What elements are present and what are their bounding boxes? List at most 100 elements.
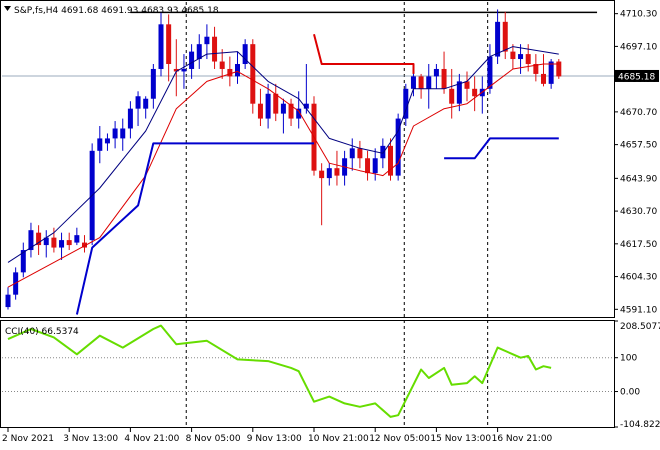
session-separators	[185, 2, 489, 427]
candle-body	[235, 64, 240, 77]
symbol-header: S&P,fs,H4 4691.68 4691.93 4683.93 4685.1…	[14, 6, 219, 16]
candle-body	[28, 230, 34, 251]
time-tick-label: 8 Nov 05:00	[186, 434, 241, 444]
candle-body	[456, 81, 462, 104]
candle-body	[533, 64, 539, 74]
candle-body	[487, 56, 493, 89]
resistance-step-line	[313, 33, 415, 74]
candle-body	[273, 93, 279, 114]
slow-moving-average-line	[7, 63, 559, 288]
candle-body	[418, 76, 424, 89]
candle-body	[380, 145, 386, 159]
time-axis: 2 Nov 2021 3 Nov 13:00 4 Nov 21:00 8 Nov 05…	[2, 428, 553, 444]
cci-line	[7, 324, 552, 418]
candle-body	[158, 24, 164, 69]
candle-body	[227, 68, 233, 77]
moving-averages	[7, 46, 559, 288]
cci-axis: 208.5077 100 0.00 -104.8226	[614, 320, 660, 430]
price-tick-label: 4591.10	[620, 305, 657, 315]
current-price-tag	[615, 69, 659, 82]
support-step-line-0	[75, 142, 314, 315]
candle-body	[510, 51, 516, 60]
candle-body	[51, 237, 57, 248]
candle-body	[365, 158, 371, 174]
time-tick-label: 9 Nov 13:00	[247, 434, 302, 444]
step-lines	[75, 33, 559, 315]
candle-body	[82, 242, 87, 248]
candle-body	[43, 237, 49, 246]
candle-body	[303, 103, 309, 109]
cci-tick-label: -104.8226	[620, 420, 660, 430]
candle-body	[219, 61, 225, 69]
candle-body	[349, 148, 355, 159]
candle-body	[36, 232, 42, 246]
candle-body	[502, 21, 508, 52]
candle-body	[265, 93, 271, 119]
candle-body	[204, 36, 210, 45]
triangle-down-icon[interactable]	[4, 6, 11, 11]
cci-tick-label: 208.5077	[620, 322, 660, 332]
time-tick-label: 16 Nov 21:00	[492, 434, 553, 444]
price-tick-label: 4630.70	[620, 207, 657, 217]
candle-body	[464, 81, 470, 89]
candle-body	[334, 168, 340, 176]
candle-body	[525, 54, 531, 65]
candle-body	[196, 44, 202, 60]
candle-body	[280, 103, 286, 114]
time-tick-label: 4 Nov 21:00	[124, 434, 179, 444]
candle-body	[135, 96, 141, 109]
candle-body	[433, 68, 439, 77]
candle-body	[441, 68, 447, 89]
time-tick-label: 2 Nov 2021	[2, 434, 54, 444]
candle-body	[97, 138, 103, 151]
candle-body	[472, 88, 478, 97]
current-price-label: 4685.18	[618, 72, 655, 82]
candle-body	[548, 61, 554, 84]
price-axis: 4710.304697.104683.904670.704657.504643.…	[614, 10, 659, 315]
candle-body	[74, 235, 80, 243]
support-step-line-1	[444, 137, 559, 160]
candle-body	[242, 44, 248, 65]
candle-body	[288, 103, 294, 119]
candle-body	[66, 240, 72, 246]
candle-body	[59, 240, 65, 248]
price-tick-label: 4670.70	[620, 108, 657, 118]
indicator-panel[interactable]	[0, 320, 615, 428]
candle-body	[449, 88, 455, 104]
candle-body	[5, 294, 11, 308]
cci-header: CCI(40) 66.5374	[5, 327, 79, 337]
candle-body	[181, 68, 187, 72]
cci-tick-label: 100	[620, 354, 637, 364]
candle-body	[326, 168, 332, 179]
cci-indicator	[2, 324, 614, 418]
candle-body	[150, 68, 156, 99]
candle-body	[556, 61, 562, 77]
candle-body	[250, 44, 256, 104]
candle-body	[495, 21, 501, 57]
candle-body	[143, 98, 149, 109]
price-tick-label: 4657.50	[620, 141, 657, 151]
horizontal-levels	[2, 11, 614, 77]
time-tick-label: 3 Nov 13:00	[63, 434, 118, 444]
candle-body	[104, 138, 110, 144]
candle-body	[120, 128, 126, 139]
price-tick-label: 4643.90	[620, 174, 657, 184]
time-tick-label: 12 Nov 05:00	[369, 434, 430, 444]
candle-body	[426, 76, 432, 89]
candle-body	[112, 128, 118, 139]
candle-body	[166, 24, 172, 65]
price-tick-label: 4617.50	[620, 240, 657, 250]
candle-body	[410, 76, 416, 89]
price-tick-label: 4710.30	[620, 10, 657, 20]
candle-body	[388, 145, 393, 176]
candle-body	[541, 73, 546, 84]
time-tick-label: 15 Nov 13:00	[430, 434, 491, 444]
candle-body	[189, 51, 195, 69]
price-tick-label: 4697.10	[620, 42, 657, 52]
candle-body	[518, 54, 524, 60]
fast-moving-average-line	[7, 46, 559, 263]
candle-body	[395, 118, 401, 176]
candle-body	[20, 250, 26, 273]
price-tick-label: 4604.30	[620, 273, 657, 283]
